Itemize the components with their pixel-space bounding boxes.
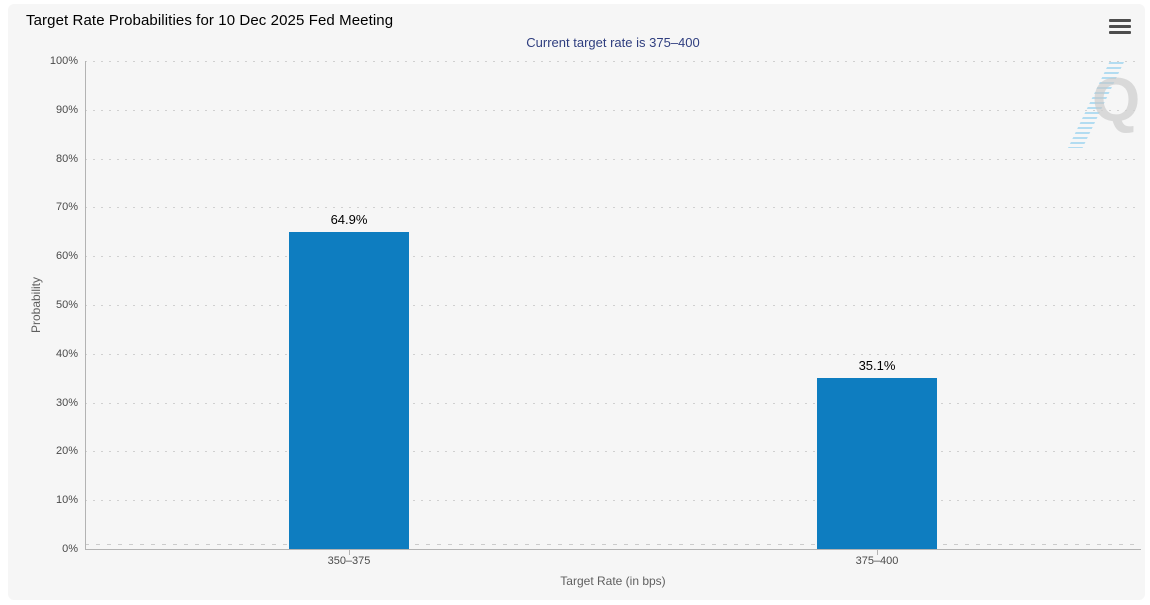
bar-value-label: 64.9% — [330, 212, 368, 228]
probability-bar-375–400[interactable] — [817, 377, 937, 549]
x-axis-title: Target Rate (in bps) — [560, 574, 666, 588]
chart-subtitle: Current target rate is 375–400 — [526, 35, 700, 50]
gridline — [85, 256, 1141, 258]
y-tick-label: 80% — [55, 152, 78, 165]
gridline — [85, 109, 1141, 111]
x-tick-label: 350–375 — [327, 555, 371, 567]
gridline — [85, 158, 1141, 160]
plot-area: 0% 10% 20% 30% 40% 50% 60% 70% 80% 90% 100% 64.9% 35… — [50, 55, 1141, 567]
bar-value-label: 35.1% — [858, 357, 896, 373]
y-axis-line — [85, 61, 86, 550]
y-tick-label: 70% — [55, 201, 78, 214]
hamburger-menu-icon — [1109, 18, 1131, 22]
chart-title: Target Rate Probabilities for 10 Dec 202… — [26, 12, 394, 29]
probability-bar-350–375[interactable] — [289, 232, 409, 549]
chart-panel: Target Rate Probabilities for 10 Dec 202… — [8, 4, 1145, 600]
y-tick-label: 20% — [55, 445, 78, 458]
y-tick-label: 30% — [55, 396, 78, 409]
gridline — [85, 353, 1141, 355]
x-tick-mark — [877, 550, 878, 555]
y-tick-label: 90% — [55, 103, 78, 116]
gridline — [85, 61, 1141, 62]
gridline — [85, 402, 1141, 404]
y-tick-label: 60% — [55, 250, 78, 263]
chart-context-menu-button[interactable] — [1107, 14, 1133, 36]
y-tick-label: 100% — [49, 55, 78, 67]
y-tick-label: 0% — [62, 543, 78, 555]
y-tick-label: 50% — [55, 299, 78, 311]
gridline — [85, 305, 1141, 306]
x-axis-line — [85, 549, 1141, 550]
x-tick-mark — [349, 550, 350, 555]
y-tick-label: 10% — [55, 494, 78, 507]
baseline-dashes — [85, 544, 1141, 545]
gridline — [85, 451, 1141, 453]
hamburger-menu-icon — [1109, 24, 1131, 28]
y-tick-label: 40% — [55, 347, 78, 360]
x-tick-label: 375–400 — [855, 555, 899, 567]
gridline — [85, 207, 1141, 209]
hamburger-menu-icon — [1109, 30, 1131, 34]
gridline — [85, 500, 1141, 502]
